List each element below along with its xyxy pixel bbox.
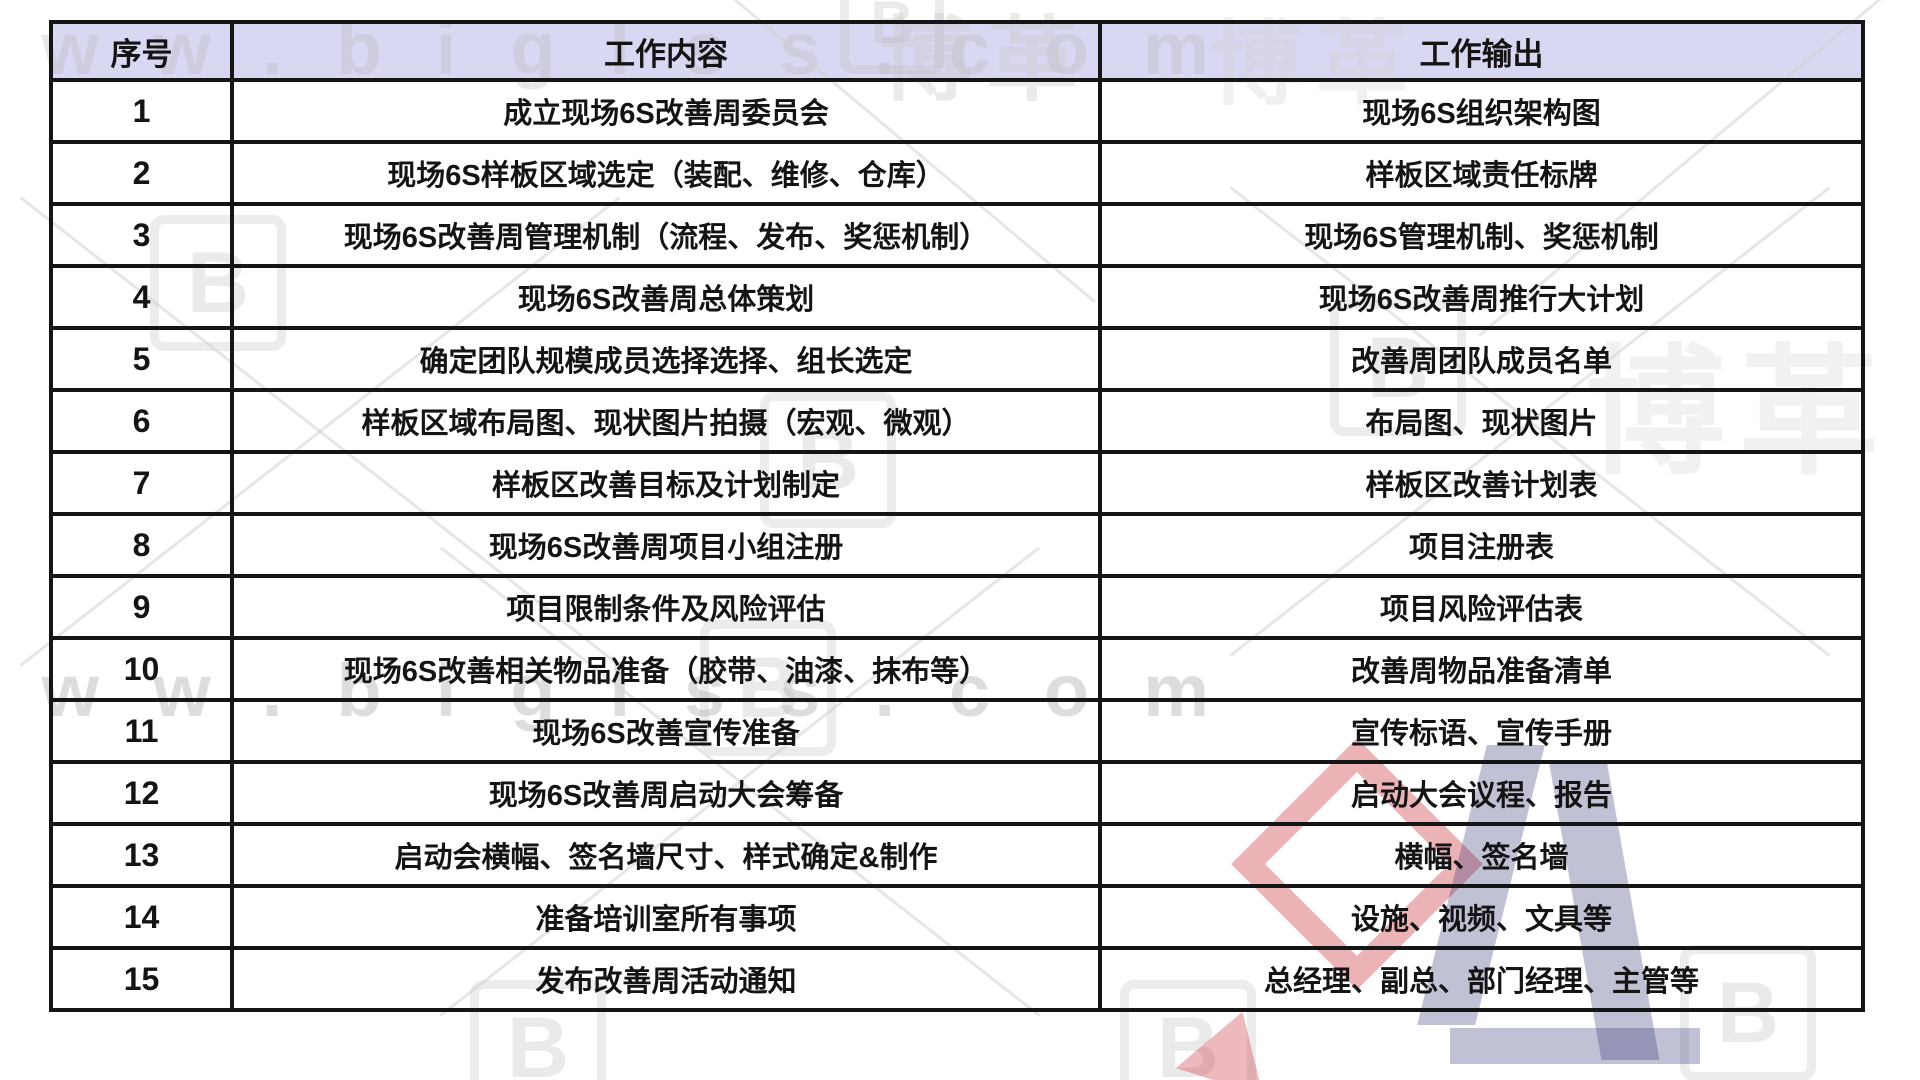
cell-output: 现场6S管理机制、奖惩机制: [1098, 202, 1865, 268]
cell-index: 3: [49, 202, 234, 268]
cell-content: 确定团队规模成员选择选择、组长选定: [230, 326, 1102, 392]
table-row: 5 确定团队规模成员选择选择、组长选定 改善周团队成员名单: [49, 326, 1865, 392]
cell-content: 样板区域布局图、现状图片拍摄（宏观、微观）: [230, 388, 1102, 454]
table-row: 4 现场6S改善周总体策划 现场6S改善周推行大计划: [49, 264, 1865, 330]
cell-content: 项目限制条件及风险评估: [230, 574, 1102, 640]
cell-index: 7: [49, 450, 234, 516]
cell-output: 样板区改善计划表: [1098, 450, 1865, 516]
cell-index: 6: [49, 388, 234, 454]
cell-index: 10: [49, 636, 234, 702]
cell-content: 现场6S样板区域选定（装配、维修、仓库）: [230, 140, 1102, 206]
table-row: 13 启动会横幅、签名墙尺寸、样式确定&制作 横幅、签名墙: [49, 822, 1865, 888]
table-row: 2 现场6S样板区域选定（装配、维修、仓库） 样板区域责任标牌: [49, 140, 1865, 206]
cell-content: 发布改善周活动通知: [230, 946, 1102, 1012]
table-row: 1 成立现场6S改善周委员会 现场6S组织架构图: [49, 78, 1865, 144]
cell-output: 设施、视频、文具等: [1098, 884, 1865, 950]
table-row: 9 项目限制条件及风险评估 项目风险评估表: [49, 574, 1865, 640]
cell-index: 5: [49, 326, 234, 392]
cell-index: 4: [49, 264, 234, 330]
cell-content: 现场6S改善周项目小组注册: [230, 512, 1102, 578]
cell-output: 宣传标语、宣传手册: [1098, 698, 1865, 764]
cell-output: 布局图、现状图片: [1098, 388, 1865, 454]
cell-index: 15: [49, 946, 234, 1012]
table-row: 11 现场6S改善宣传准备 宣传标语、宣传手册: [49, 698, 1865, 764]
cell-index: 9: [49, 574, 234, 640]
cell-output: 样板区域责任标牌: [1098, 140, 1865, 206]
cell-content: 准备培训室所有事项: [230, 884, 1102, 950]
table-row: 10 现场6S改善相关物品准备（胶带、油漆、抹布等） 改善周物品准备清单: [49, 636, 1865, 702]
cell-content: 成立现场6S改善周委员会: [230, 78, 1102, 144]
cell-output: 改善周团队成员名单: [1098, 326, 1865, 392]
cell-content: 现场6S改善周总体策划: [230, 264, 1102, 330]
cell-index: 11: [49, 698, 234, 764]
cell-content: 现场6S改善宣传准备: [230, 698, 1102, 764]
cell-output: 启动大会议程、报告: [1098, 760, 1865, 826]
cell-content: 现场6S改善周管理机制（流程、发布、奖惩机制）: [230, 202, 1102, 268]
cell-output: 改善周物品准备清单: [1098, 636, 1865, 702]
table-header-row: 序号 工作内容 工作输出: [49, 20, 1865, 82]
table-row: 8 现场6S改善周项目小组注册 项目注册表: [49, 512, 1865, 578]
cell-index: 1: [49, 78, 234, 144]
column-header-index: 序号: [49, 20, 234, 82]
cell-content: 样板区改善目标及计划制定: [230, 450, 1102, 516]
table-row: 6 样板区域布局图、现状图片拍摄（宏观、微观） 布局图、现状图片: [49, 388, 1865, 454]
cell-output: 项目注册表: [1098, 512, 1865, 578]
cell-index: 8: [49, 512, 234, 578]
cell-output: 项目风险评估表: [1098, 574, 1865, 640]
cell-output: 横幅、签名墙: [1098, 822, 1865, 888]
table-row: 7 样板区改善目标及计划制定 样板区改善计划表: [49, 450, 1865, 516]
column-header-output: 工作输出: [1098, 20, 1865, 82]
cell-index: 12: [49, 760, 234, 826]
table-body: 1 成立现场6S改善周委员会 现场6S组织架构图 2 现场6S样板区域选定（装配、维修、…: [49, 78, 1865, 1012]
table-row: 12 现场6S改善周启动大会筹备 启动大会议程、报告: [49, 760, 1865, 826]
column-header-content: 工作内容: [230, 20, 1102, 82]
table-row: 14 准备培训室所有事项 设施、视频、文具等: [49, 884, 1865, 950]
cell-content: 现场6S改善相关物品准备（胶带、油漆、抹布等）: [230, 636, 1102, 702]
cell-output: 现场6S组织架构图: [1098, 78, 1865, 144]
cell-output: 现场6S改善周推行大计划: [1098, 264, 1865, 330]
cell-content: 现场6S改善周启动大会筹备: [230, 760, 1102, 826]
cell-index: 13: [49, 822, 234, 888]
watermark-blue-stroke-icon: [1450, 1028, 1700, 1064]
cell-index: 14: [49, 884, 234, 950]
table-row: 15 发布改善周活动通知 总经理、副总、部门经理、主管等: [49, 946, 1865, 1012]
cell-output: 总经理、副总、部门经理、主管等: [1098, 946, 1865, 1012]
work-plan-table: 序号 工作内容 工作输出 1 成立现场6S改善周委员会 现场6S组织架构图 2 现场6S…: [49, 20, 1865, 1012]
cell-index: 2: [49, 140, 234, 206]
cell-content: 启动会横幅、签名墙尺寸、样式确定&制作: [230, 822, 1102, 888]
table-row: 3 现场6S改善周管理机制（流程、发布、奖惩机制） 现场6S管理机制、奖惩机制: [49, 202, 1865, 268]
